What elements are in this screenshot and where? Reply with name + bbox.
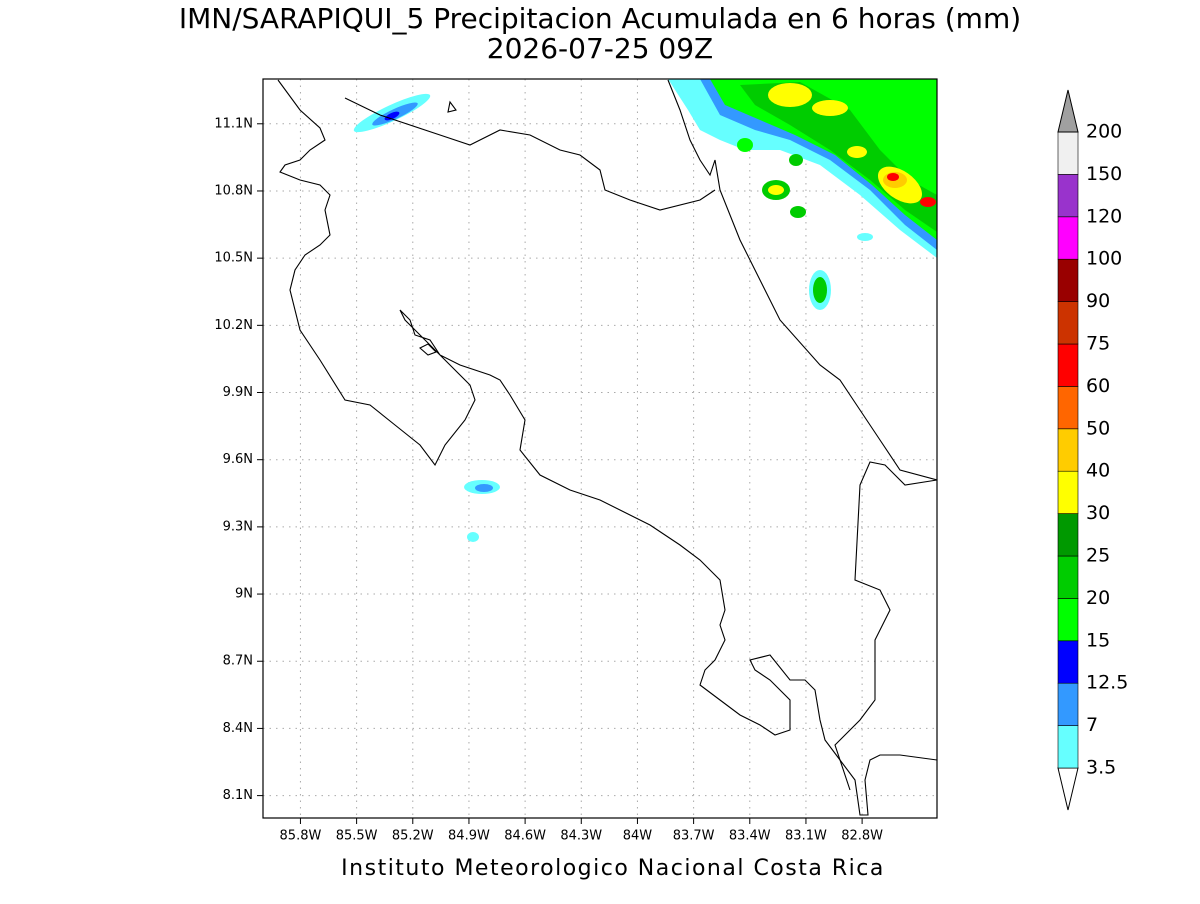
y-tick-label: 9.6N bbox=[223, 452, 253, 467]
x-tick-label: 85.8W bbox=[280, 829, 322, 844]
colorbar-label: 40 bbox=[1086, 460, 1110, 482]
precipitation bbox=[353, 79, 937, 542]
nicaragua-border bbox=[344, 97, 716, 211]
colorbar: 3.5 7 12.5 15 20 25 30 40 50 60 75 90 100 120 150 200 bbox=[1057, 89, 1128, 811]
x-tick-label: 84.9W bbox=[448, 829, 490, 844]
precip-area bbox=[740, 82, 937, 232]
colorbar-label: 150 bbox=[1086, 163, 1122, 185]
colorbar-segment bbox=[1057, 470, 1079, 514]
colorbar-segment bbox=[1057, 216, 1079, 260]
x-tick-label: 82.8W bbox=[841, 829, 883, 844]
colorbar-label: 90 bbox=[1086, 290, 1110, 312]
colorbar-label: 30 bbox=[1086, 502, 1110, 524]
y-tick-label: 10.5N bbox=[214, 251, 253, 266]
pacific-coast bbox=[277, 79, 937, 816]
colorbar-segment bbox=[1057, 386, 1079, 430]
y-tick-label: 8.4N bbox=[223, 721, 253, 736]
colorbar-label: 20 bbox=[1086, 587, 1110, 609]
precip-area bbox=[887, 173, 899, 181]
title: IMN/SARAPIQUI_5 Precipitacion Acumulada … bbox=[179, 2, 1021, 35]
x-tick-label: 84W bbox=[623, 829, 653, 844]
x-tick-label: 85.5W bbox=[336, 829, 378, 844]
precip-area bbox=[768, 185, 784, 195]
coastlines bbox=[277, 79, 937, 816]
colorbar-segment bbox=[1057, 174, 1079, 218]
colorbar-label: 15 bbox=[1086, 629, 1110, 651]
colorbar-label: 7 bbox=[1086, 714, 1098, 736]
colorbar-segment bbox=[1057, 428, 1079, 472]
y-tick-label: 8.1N bbox=[223, 788, 253, 803]
precip-area bbox=[710, 79, 937, 240]
subtitle: 2026-07-25 09Z bbox=[487, 32, 713, 65]
colorbar-label: 3.5 bbox=[1086, 757, 1116, 779]
colorbar-segment bbox=[1057, 725, 1079, 769]
colorbar-segment bbox=[1057, 640, 1079, 684]
colorbar-segment bbox=[1057, 258, 1079, 302]
y-tick-label: 9N bbox=[235, 587, 253, 602]
precip-area bbox=[790, 206, 806, 218]
precip-area bbox=[789, 154, 803, 166]
island bbox=[447, 100, 457, 113]
x-tick-label: 83.7W bbox=[673, 829, 715, 844]
y-tick-label: 9.3N bbox=[223, 519, 253, 534]
colorbar-segment bbox=[1057, 131, 1079, 175]
axes: 85.8W 85.5W 85.2W 84.9W 84.6W 84.3W 84W 83.7W 83… bbox=[214, 116, 883, 843]
colorbar-label: 200 bbox=[1086, 121, 1122, 143]
colorbar-label: 50 bbox=[1086, 417, 1110, 439]
caribbean-coast bbox=[667, 79, 937, 481]
precip-area bbox=[768, 83, 812, 107]
colorbar-label: 60 bbox=[1086, 375, 1110, 397]
footer: Instituto Meteorologico Nacional Costa R… bbox=[341, 856, 885, 881]
colorbar-segment bbox=[1057, 513, 1079, 557]
precip-area bbox=[737, 138, 753, 152]
precip-area bbox=[475, 484, 493, 492]
colorbar-label: 12.5 bbox=[1086, 672, 1128, 694]
x-tick-label: 84.3W bbox=[560, 829, 602, 844]
precip-area bbox=[920, 197, 936, 207]
colorbar-segment bbox=[1057, 343, 1079, 387]
colorbar-segment bbox=[1057, 598, 1079, 642]
precip-area bbox=[467, 532, 479, 542]
colorbar-label: 25 bbox=[1086, 545, 1110, 567]
colorbar-above bbox=[1057, 89, 1079, 133]
precip-area bbox=[857, 233, 873, 241]
colorbar-label: 100 bbox=[1086, 248, 1122, 270]
y-tick-label: 10.2N bbox=[214, 318, 253, 333]
colorbar-segment bbox=[1057, 682, 1079, 726]
y-tick-label: 11.1N bbox=[214, 116, 253, 131]
x-tick-label: 83.4W bbox=[729, 829, 771, 844]
y-tick-label: 10.8N bbox=[214, 183, 253, 198]
precip-area bbox=[813, 277, 827, 303]
colorbar-label: 120 bbox=[1086, 205, 1122, 227]
x-tick-label: 83.1W bbox=[785, 829, 827, 844]
y-tick-label: 9.9N bbox=[223, 385, 253, 400]
colorbar-segment bbox=[1057, 555, 1079, 599]
island bbox=[419, 343, 437, 356]
x-tick-label: 85.2W bbox=[392, 829, 434, 844]
precip-area bbox=[812, 100, 848, 116]
colorbar-label: 75 bbox=[1086, 333, 1110, 355]
y-tick-label: 8.7N bbox=[223, 654, 253, 669]
panama-border bbox=[834, 461, 937, 791]
colorbar-segment bbox=[1057, 301, 1079, 345]
precip-area bbox=[847, 146, 867, 158]
x-tick-label: 84.6W bbox=[504, 829, 546, 844]
map-frame bbox=[262, 78, 938, 819]
